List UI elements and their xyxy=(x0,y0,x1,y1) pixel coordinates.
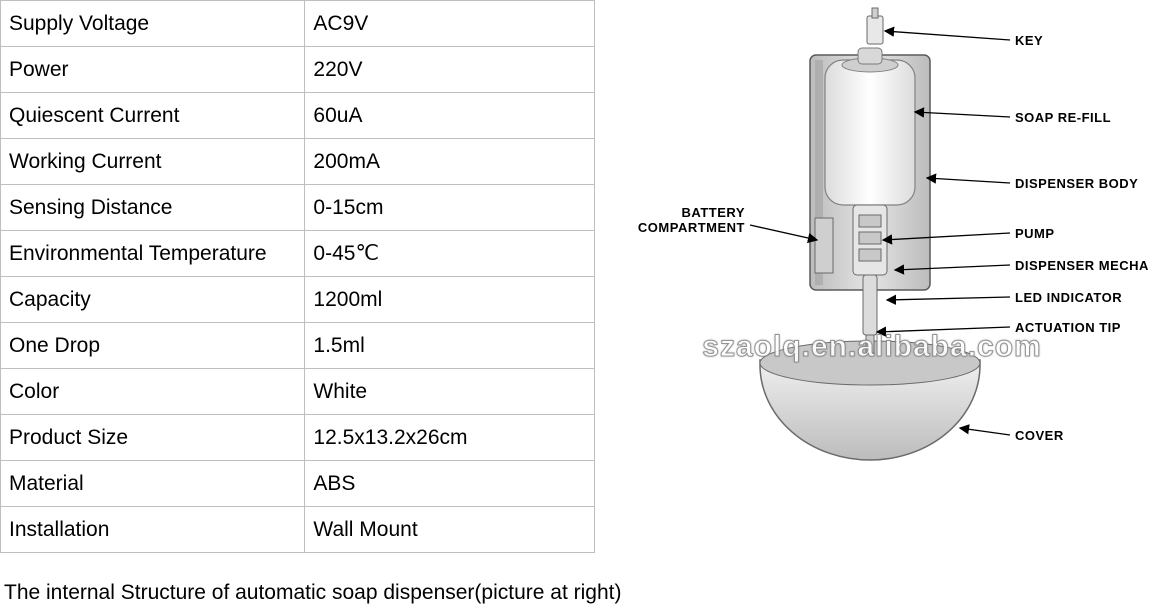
label-actuation-tip: ACTUATION TIP xyxy=(1015,320,1121,335)
spec-label: Capacity xyxy=(1,277,305,323)
spec-label: Sensing Distance xyxy=(1,185,305,231)
table-row: Power220V xyxy=(1,47,595,93)
spec-table: Supply VoltageAC9VPower220VQuiescent Cur… xyxy=(0,0,595,553)
label-soap-refill: SOAP RE-FILL xyxy=(1015,110,1111,125)
spec-label: Power xyxy=(1,47,305,93)
spec-label: Product Size xyxy=(1,415,305,461)
tip-shape xyxy=(863,275,877,335)
spec-label: Color xyxy=(1,369,305,415)
caption-text: The internal Structure of automatic soap… xyxy=(4,581,621,605)
spec-value: 1200ml xyxy=(305,277,595,323)
label-cover: COVER xyxy=(1015,428,1064,443)
key-shape xyxy=(867,16,883,44)
spec-value: 1.5ml xyxy=(305,323,595,369)
spec-value: 0-15cm xyxy=(305,185,595,231)
spec-label: Quiescent Current xyxy=(1,93,305,139)
spec-label: Supply Voltage xyxy=(1,1,305,47)
label-battery: BATTERY xyxy=(682,205,745,220)
spec-value: Wall Mount xyxy=(305,507,595,553)
label-compartment: COMPARTMENT xyxy=(638,220,745,235)
table-row: Capacity1200ml xyxy=(1,277,595,323)
spec-label: One Drop xyxy=(1,323,305,369)
spec-value: 220V xyxy=(305,47,595,93)
label-led: LED INDICATOR xyxy=(1015,290,1122,305)
spec-label: Material xyxy=(1,461,305,507)
spec-value: 200mA xyxy=(305,139,595,185)
leaders-left xyxy=(750,225,817,240)
table-row: Quiescent Current60uA xyxy=(1,93,595,139)
table-row: Supply VoltageAC9V xyxy=(1,1,595,47)
table-row: Sensing Distance0-15cm xyxy=(1,185,595,231)
label-dispenser-mech: DISPENSER MECHANISM xyxy=(1015,258,1149,273)
diagram-pane: KEY SOAP RE-FILL DISPENSER BODY PUMP DIS… xyxy=(595,0,1149,611)
spec-value: ABS xyxy=(305,461,595,507)
table-row: Working Current200mA xyxy=(1,139,595,185)
spec-label: Working Current xyxy=(1,139,305,185)
table-row: InstallationWall Mount xyxy=(1,507,595,553)
label-dispenser-body: DISPENSER BODY xyxy=(1015,176,1138,191)
spec-label: Environmental Temperature xyxy=(1,231,305,277)
spec-table-wrap: Supply VoltageAC9VPower220VQuiescent Cur… xyxy=(0,0,595,611)
table-row: One Drop1.5ml xyxy=(1,323,595,369)
table-row: Product Size12.5x13.2x26cm xyxy=(1,415,595,461)
table-row: Environmental Temperature0-45℃ xyxy=(1,231,595,277)
label-key: KEY xyxy=(1015,33,1043,48)
dispenser-diagram xyxy=(595,0,1149,560)
table-row: ColorWhite xyxy=(1,369,595,415)
table-row: MaterialABS xyxy=(1,461,595,507)
spec-value: White xyxy=(305,369,595,415)
spec-value: 0-45℃ xyxy=(305,231,595,277)
spec-value: 12.5x13.2x26cm xyxy=(305,415,595,461)
spec-value: AC9V xyxy=(305,1,595,47)
label-pump: PUMP xyxy=(1015,226,1055,241)
spec-value: 60uA xyxy=(305,93,595,139)
spec-label: Installation xyxy=(1,507,305,553)
refill-shape xyxy=(825,60,915,205)
